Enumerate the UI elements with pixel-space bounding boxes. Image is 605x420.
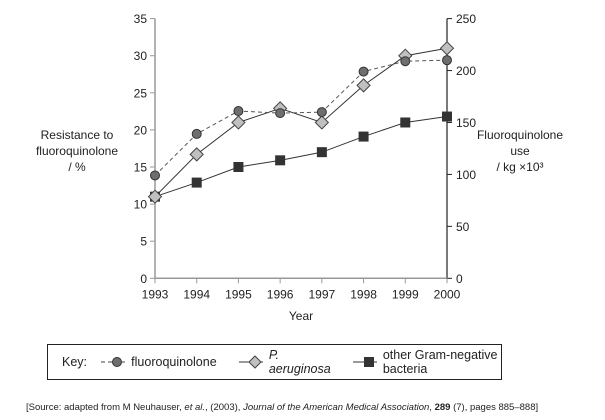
- x-tick-label: 1994: [183, 287, 210, 301]
- series-line-square: [154, 116, 448, 198]
- source-citation: [Source: adapted from M Neuhauser, et al…: [26, 402, 538, 413]
- data-point-diamond: [147, 189, 163, 204]
- data-point-circle: [400, 56, 411, 67]
- x-tick-label: 1996: [267, 287, 294, 301]
- left-axis-label: Resistance to fluoroquinolone / %: [22, 127, 132, 175]
- x-axis-label: Year: [288, 309, 314, 323]
- data-point-circle: [233, 106, 244, 117]
- x-tick-label: 1998: [350, 287, 377, 301]
- left-axis-label-line: Resistance to: [40, 128, 114, 142]
- legend-title: Key:: [62, 355, 88, 369]
- right-tick-label: 200: [456, 64, 476, 78]
- right-tick-label: 250: [456, 12, 476, 26]
- data-point-circle: [191, 128, 202, 139]
- source-volume: 289: [434, 402, 451, 413]
- data-point-diamond: [356, 78, 371, 93]
- x-tick-label: 1993: [142, 287, 169, 301]
- legend-other-gram-negative: other Gram-negative bacteria: [382, 348, 498, 376]
- data-point-square: [275, 155, 286, 166]
- legend-circle-dashed-icon: [101, 357, 126, 367]
- source-middle: , (2003),: [205, 402, 244, 413]
- data-point-square: [233, 162, 244, 172]
- right-axis-label-line: / kg ×10³: [496, 160, 544, 174]
- data-point-circle: [358, 66, 369, 77]
- legend-diamond-icon: [238, 355, 263, 369]
- legend-fluoroquinolone: fluoroquinolone: [131, 355, 217, 369]
- data-point-diamond: [314, 115, 330, 130]
- data-point-square: [442, 111, 452, 122]
- data-point-circle: [442, 55, 452, 66]
- right-tick-label: 150: [456, 116, 476, 130]
- x-tick-label: 1999: [392, 287, 419, 301]
- source-suffix: (7), pages 885–888]: [450, 402, 539, 413]
- data-point-circle: [150, 170, 160, 181]
- source-journal: Journal of the American Medical Associat…: [243, 402, 430, 413]
- data-point-square: [191, 177, 202, 188]
- left-tick-label: 20: [134, 123, 148, 137]
- source-prefix: [Source: adapted from M Neuhauser,: [26, 402, 185, 413]
- right-axis-label-line: Fluoroquinolone: [476, 128, 564, 142]
- left-axis-label-line: / %: [68, 160, 86, 174]
- right-tick-label: 50: [456, 220, 470, 234]
- data-point-circle: [275, 108, 286, 119]
- right-tick-label: 100: [456, 168, 476, 182]
- legend-square-icon: [352, 357, 377, 367]
- left-tick-label: 35: [134, 12, 148, 26]
- legend: Key: fluoroquinolone P. aeruginosa other…: [47, 344, 502, 380]
- left-tick-label: 5: [140, 235, 147, 249]
- data-point-diamond: [189, 147, 204, 162]
- left-tick-label: 10: [134, 198, 148, 212]
- series-line-circle: [154, 59, 448, 176]
- x-tick-label: 2000: [434, 287, 461, 301]
- left-tick-label: 15: [134, 161, 148, 175]
- data-point-square: [316, 147, 327, 158]
- right-axis-label-line: use: [510, 144, 530, 158]
- left-tick-label: 25: [134, 86, 148, 100]
- data-point-circle: [316, 107, 327, 118]
- right-tick-label: 0: [456, 272, 463, 286]
- x-tick-label: 1997: [309, 287, 336, 301]
- left-tick-label: 0: [140, 272, 147, 286]
- x-tick-label: 1995: [225, 287, 252, 301]
- left-axis-label-line: fluoroquinolone: [35, 144, 119, 158]
- data-point-diamond: [439, 41, 455, 56]
- data-point-square: [358, 131, 369, 142]
- legend-p-aeruginosa: P. aeruginosa: [268, 348, 331, 376]
- source-etal: et al.: [184, 402, 206, 413]
- left-tick-label: 30: [134, 49, 148, 63]
- data-point-diamond: [231, 115, 246, 130]
- series-line-diamond: [154, 47, 448, 198]
- source-sep: ,: [429, 402, 435, 413]
- data-point-square: [400, 117, 411, 128]
- right-axis-label: Fluoroquinolone use / kg ×10³: [470, 127, 570, 175]
